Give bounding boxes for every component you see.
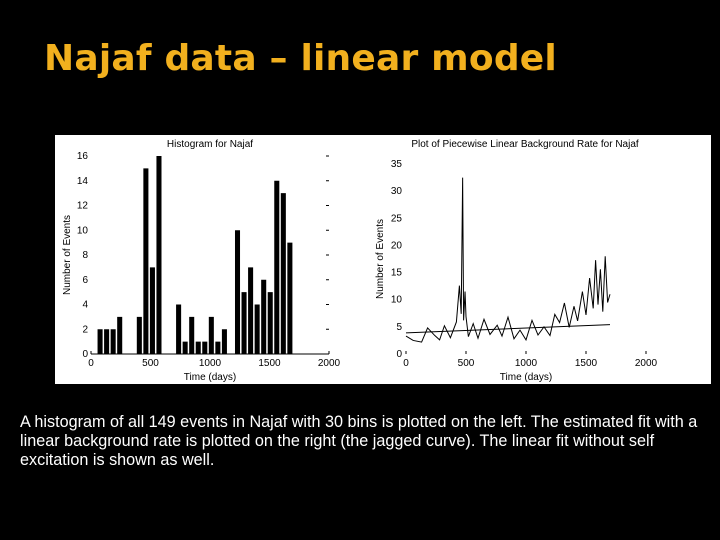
histogram-bar (274, 180, 280, 354)
histogram-bar (234, 230, 241, 354)
rate-jagged-curve (405, 177, 611, 343)
rate-y-tick-label: 10 (391, 295, 403, 306)
rate-y-tick-label: 25 (391, 213, 403, 224)
histogram-bar (136, 316, 142, 355)
histogram-bar (287, 242, 293, 355)
histogram-bar (267, 292, 273, 355)
rate-y-tick-label: 15 (391, 268, 403, 279)
histogram-bar (176, 304, 182, 354)
histogram-y-tick-label: 6 (82, 275, 88, 286)
histogram-y-tick-label: 4 (82, 300, 88, 311)
figure-canvas: Histogram for Najaf Time (days) Number of … (62, 139, 658, 383)
histogram-bar (110, 329, 116, 354)
histogram-y-tick-label: 8 (82, 250, 88, 261)
histogram-y-tick-label: 12 (77, 201, 89, 212)
rate-linear-fit-line (405, 324, 611, 334)
histogram-x-tick-label: 1000 (199, 358, 222, 369)
histogram-bar (143, 168, 149, 355)
rate-x-tick-label: 2000 (635, 358, 658, 369)
rate-x-tick-label: 1500 (575, 358, 598, 369)
rate-y-tick-label: 20 (391, 240, 403, 251)
rate-y-tick-label: 35 (391, 159, 403, 170)
histogram-bar (208, 316, 214, 355)
histogram-bar (215, 341, 221, 355)
histogram-xlabel: Time (days) (184, 372, 236, 383)
histogram-y-tick-label: 10 (77, 225, 89, 236)
histogram-y-tick-label: 2 (82, 324, 88, 335)
background-rate-chart: Plot of Piecewise Linear Background Rate… (375, 139, 658, 383)
histogram-bar (202, 341, 208, 355)
histogram-bar (182, 341, 188, 355)
rate-ylabel: Number of Events (375, 219, 386, 299)
histogram-bar (97, 329, 103, 354)
histogram-bar (195, 341, 201, 355)
histogram-bar (104, 329, 110, 354)
slide-title: Najaf data – linear model (44, 38, 557, 79)
histogram-y-tick-label: 14 (77, 176, 89, 187)
histogram-bar (241, 292, 247, 355)
histogram-y-tick-label: 16 (77, 151, 89, 162)
rate-x-tick-label: 500 (458, 358, 475, 369)
rate-x-tick-label: 1000 (515, 358, 538, 369)
histogram-bar (189, 316, 195, 355)
figure-panel: Histogram for Najaf Time (days) Number of … (55, 135, 711, 384)
histogram-y-tick-label: 0 (82, 349, 88, 360)
histogram-bar (149, 267, 155, 355)
histogram-title: Histogram for Najaf (167, 139, 253, 150)
histogram-bar (248, 267, 254, 355)
rate-y-tick-label: 30 (391, 186, 403, 197)
histogram-x-tick-label: 1500 (258, 358, 281, 369)
histogram-x-tick-label: 0 (88, 358, 94, 369)
histogram-bar (221, 329, 227, 354)
histogram-bar (254, 304, 260, 354)
rate-y-tick-label: 5 (396, 322, 402, 333)
histogram-x-tick-label: 500 (142, 358, 159, 369)
histogram-chart: Histogram for Najaf Time (days) Number of … (62, 139, 341, 383)
caption: A histogram of all 149 events in Najaf w… (20, 413, 698, 469)
rate-y-tick-label: 0 (396, 349, 402, 360)
histogram-x-tick-label: 2000 (318, 358, 341, 369)
histogram-ylabel: Number of Events (62, 215, 73, 295)
histogram-bar (117, 316, 123, 355)
rate-title: Plot of Piecewise Linear Background Rate… (411, 139, 639, 150)
rate-x-tick-label: 0 (403, 358, 409, 369)
histogram-bar (280, 193, 286, 355)
rate-xlabel: Time (days) (500, 372, 552, 383)
histogram-bar (261, 279, 267, 354)
histogram-bar (156, 156, 162, 354)
